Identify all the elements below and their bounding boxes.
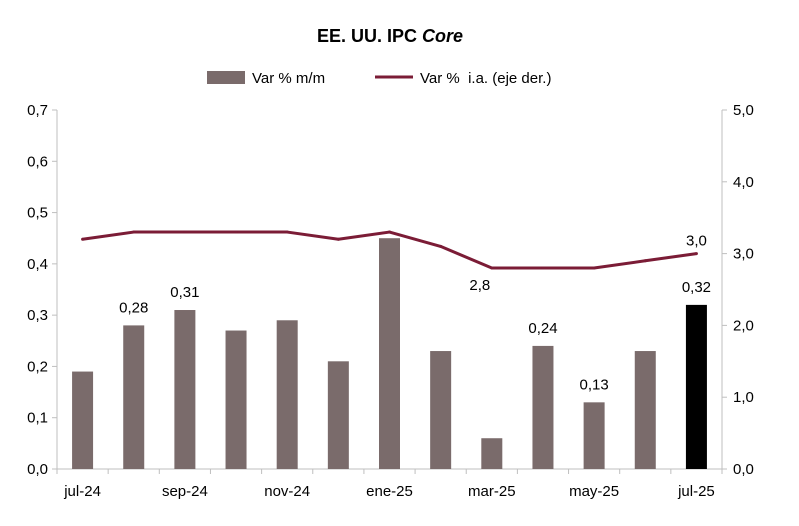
- y-right-tick-label: 5,0: [733, 102, 754, 119]
- x-ticks: jul-24 sep-24 nov-24 ene-25 mar-25 may-25 jul-…: [56, 469, 723, 500]
- chart-title-italic: Core: [422, 26, 463, 46]
- x-tick-label: nov-24: [264, 483, 310, 500]
- x-tick-label: sep-24: [162, 483, 208, 500]
- bar-data-label: 0,13: [580, 376, 609, 393]
- x-tick-label: may-25: [569, 483, 619, 500]
- bar-series: [72, 238, 707, 469]
- bar: [327, 361, 349, 469]
- line-point: [592, 266, 596, 270]
- line-point: [183, 230, 187, 234]
- line-point: [439, 244, 443, 248]
- bar-data-label: 0,31: [170, 284, 199, 301]
- chart-title-main: EE. UU. IPC: [317, 26, 417, 46]
- bar: [72, 371, 94, 469]
- line-point: [388, 230, 391, 234]
- bar: [685, 304, 707, 469]
- line-point: [285, 230, 289, 234]
- x-tick-label: mar-25: [468, 483, 516, 500]
- bar: [174, 310, 196, 469]
- line-point: [490, 266, 494, 270]
- y-right-tick-label: 4,0: [733, 174, 754, 191]
- y-left-tick-label: 0,2: [27, 358, 48, 375]
- line-series: [81, 230, 698, 270]
- bar: [379, 238, 400, 469]
- bar: [225, 330, 247, 469]
- line-data-label: 2,8: [469, 277, 490, 294]
- bar-data-label: 0,32: [682, 279, 711, 296]
- y-left-tick-label: 0,0: [27, 461, 48, 478]
- legend-bar-swatch: [207, 71, 245, 84]
- data-labels: 0,28 0,31 0,24 0,13 0,32 2,8 3,0: [119, 233, 711, 394]
- legend-bar-label: Var % m/m: [252, 70, 325, 87]
- y-right-tick-label: 2,0: [733, 317, 754, 334]
- y-left-tick-label: 0,1: [27, 410, 48, 427]
- line-data-label: 3,0: [686, 233, 707, 250]
- y-right-tick-label: 3,0: [733, 246, 754, 263]
- legend-line-label: Var % i.a. (eje der.): [420, 70, 551, 87]
- bar: [583, 402, 605, 469]
- line-point: [132, 230, 136, 234]
- bar: [123, 325, 145, 469]
- y-left-tick-label: 0,7: [27, 102, 48, 119]
- x-tick-label: jul-24: [63, 483, 101, 500]
- bar-data-label: 0,24: [528, 320, 557, 337]
- bar: [532, 345, 554, 469]
- chart-title: EE. UU. IPC Core: [317, 26, 463, 46]
- bar-data-label: 0,28: [119, 299, 148, 316]
- y-right-tick-label: 0,0: [733, 461, 754, 478]
- y-left-ticks: 0,0 0,1 0,2 0,3 0,4 0,5 0,6 0,7: [27, 102, 57, 478]
- y-left-tick-label: 0,6: [27, 153, 48, 170]
- bar: [430, 351, 452, 469]
- bar: [276, 320, 298, 469]
- bar: [481, 438, 503, 469]
- y-left-tick-label: 0,3: [27, 307, 48, 324]
- line-point: [694, 252, 698, 256]
- legend: Var % m/m Var % i.a. (eje der.): [207, 70, 551, 87]
- y-left-tick-label: 0,4: [27, 256, 48, 273]
- line-point: [336, 237, 340, 241]
- x-tick-label: jul-25: [677, 483, 715, 500]
- line-point: [234, 230, 238, 234]
- line-point: [81, 237, 85, 241]
- line-point: [643, 259, 647, 263]
- line-point: [541, 266, 545, 270]
- x-tick-label: ene-25: [366, 483, 413, 500]
- y-right-ticks: 0,0 1,0 2,0 3,0 4,0 5,0: [722, 102, 754, 478]
- bar: [634, 351, 656, 469]
- y-right-tick-label: 1,0: [733, 389, 754, 406]
- y-left-tick-label: 0,5: [27, 205, 48, 222]
